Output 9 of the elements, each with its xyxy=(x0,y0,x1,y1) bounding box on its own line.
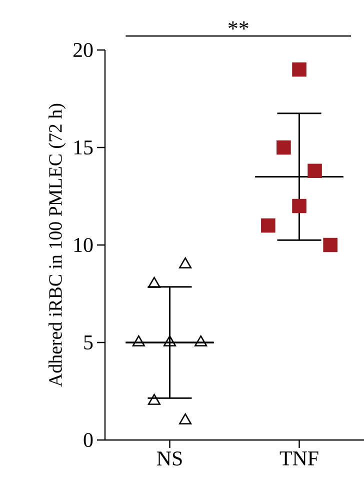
y-axis-title: Adhered iRBC in 100 PMLEC (72 h) xyxy=(48,104,66,387)
y-tick-label: 20 xyxy=(73,42,93,58)
y-tick-label: 0 xyxy=(84,432,93,448)
y-tick-label: 15 xyxy=(74,140,93,155)
x-tick-label: TNF xyxy=(280,452,318,466)
y-tick-label: 5 xyxy=(84,336,93,350)
text: ** xyxy=(228,21,248,30)
y-tick-label: 10 xyxy=(74,238,93,252)
x-tick-label: NS xyxy=(156,452,182,466)
